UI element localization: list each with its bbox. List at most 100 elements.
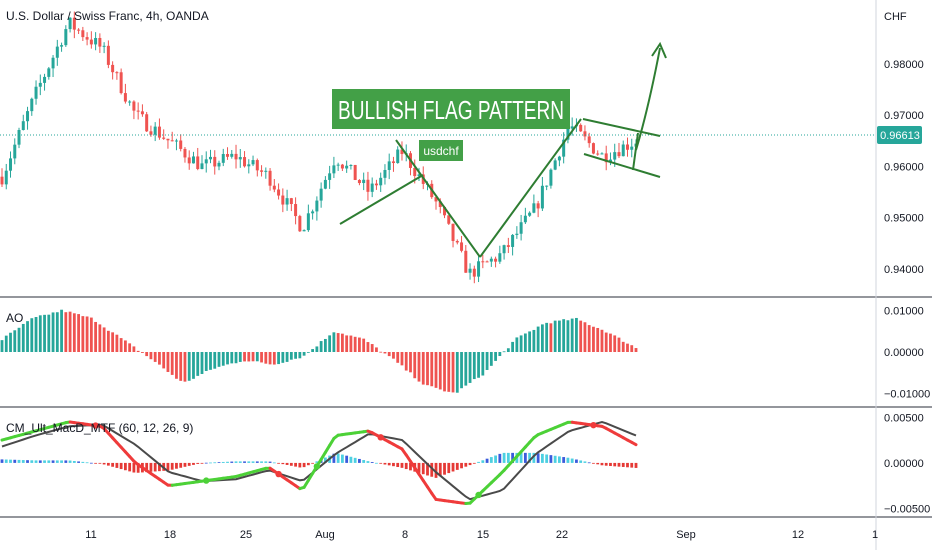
ao-bar <box>154 352 157 362</box>
ao-bar <box>401 352 404 365</box>
macd-hist-bar <box>226 462 229 463</box>
ao-bar <box>315 346 318 352</box>
ao-bar <box>430 352 433 386</box>
ao-bar <box>635 348 638 352</box>
macd-hist-bar <box>635 463 638 468</box>
macd-hist-bar <box>77 461 80 462</box>
ao-bar <box>124 340 127 352</box>
macd-hist-bar <box>613 463 616 466</box>
ao-bar <box>413 352 416 378</box>
ao-bar <box>137 351 140 352</box>
ao-bar <box>264 352 267 364</box>
ao-bar <box>150 352 153 359</box>
macd-hist-bar <box>86 462 89 463</box>
ao-bar <box>77 314 80 352</box>
ao-tick-label: 0.00000 <box>884 347 924 359</box>
ao-bar <box>307 352 310 353</box>
macd-hist-bar <box>218 462 221 463</box>
macd-hist-bar <box>128 463 131 471</box>
macd-hist-bar <box>120 463 123 469</box>
ao-bar <box>481 352 484 376</box>
ao-bar <box>128 343 131 352</box>
symbol-tag[interactable]: usdchf <box>419 140 463 161</box>
macd-hist-bar <box>56 460 59 463</box>
macd-hist-bar <box>341 455 344 463</box>
ao-bar <box>56 312 59 352</box>
ao-bar <box>81 316 84 352</box>
macd-hist-bar <box>494 455 497 462</box>
macd-tick-label: −0.00500 <box>884 504 930 516</box>
ao-bar <box>94 322 97 352</box>
macd-hist-bar <box>503 453 506 463</box>
macd-hist-bar <box>464 463 467 467</box>
ao-bar <box>486 352 489 370</box>
macd-hist-bar <box>481 460 484 463</box>
macd-hist-bar <box>222 462 225 463</box>
ao-bar <box>426 352 429 385</box>
candle <box>592 143 595 155</box>
ao-bar <box>524 333 527 352</box>
macd-hist-bar <box>388 463 391 465</box>
pattern-label[interactable]: BULLISH FLAG PATTERN <box>332 89 570 129</box>
macd-hist-bar <box>618 463 621 467</box>
ao-bar <box>222 352 225 366</box>
ao-bar <box>235 352 238 363</box>
ao-bar <box>354 337 357 352</box>
macd-hist-bar <box>392 463 395 466</box>
macd-hist-bar <box>64 460 67 463</box>
chart-title: U.S. Dollar / Swiss Franc, 4h, OANDA <box>6 9 209 23</box>
macd-hist-bar <box>405 463 408 469</box>
ao-bar <box>630 345 633 352</box>
macd-hist-bar <box>367 461 370 463</box>
macd-hist-bar <box>90 463 93 464</box>
ao-bar <box>618 338 621 352</box>
x-tick-label: Sep <box>676 529 696 541</box>
ao-bar <box>558 321 561 352</box>
macd-hist-bar <box>60 460 63 463</box>
ao-bar <box>145 352 148 356</box>
macd-hist-bar <box>18 460 21 463</box>
ao-bar <box>188 352 191 381</box>
ao-bar <box>18 328 21 352</box>
ao-bar <box>549 323 552 352</box>
ao-bar <box>69 312 72 352</box>
ao-bar <box>328 335 331 352</box>
macd-hist-bar <box>273 462 276 463</box>
macd-hist-bar <box>154 463 157 472</box>
ao-bar <box>298 352 301 358</box>
macd-hist-bar <box>256 461 259 463</box>
currency-label: CHF <box>884 11 907 23</box>
macd-cross-dot <box>275 471 281 477</box>
ao-bar <box>175 352 178 379</box>
ao-bar <box>226 352 229 364</box>
macd-hist-bar <box>35 460 38 463</box>
macd-hist-bar <box>452 463 455 472</box>
price-tick-label: 0.95000 <box>884 213 924 225</box>
ao-bar <box>456 352 459 393</box>
ao-bar <box>47 315 50 352</box>
ao-bar <box>239 352 242 362</box>
macd-hist-bar <box>626 463 629 467</box>
ao-bar <box>405 352 408 371</box>
ao-bar <box>73 313 76 352</box>
macd-hist-bar <box>52 460 55 463</box>
macd-hist-bar <box>243 461 246 463</box>
macd-hist-bar <box>73 461 76 463</box>
macd-hist-bar <box>213 462 216 463</box>
macd-hist-bar <box>307 463 310 465</box>
ao-bar <box>243 352 246 361</box>
macd-hist-bar <box>39 460 42 463</box>
macd-hist-bar <box>350 457 353 463</box>
ao-bar <box>345 335 348 352</box>
macd-hist-bar <box>358 459 361 463</box>
macd-hist-bar <box>567 458 570 463</box>
macd-hist-bar <box>588 462 591 463</box>
ao-bar <box>592 327 595 352</box>
ao-bar <box>256 352 259 361</box>
ao-bar <box>532 330 535 352</box>
ao-bar <box>332 332 335 352</box>
macd-hist-bar <box>30 460 33 463</box>
ao-bar <box>473 352 476 379</box>
ao-bar <box>575 318 578 352</box>
